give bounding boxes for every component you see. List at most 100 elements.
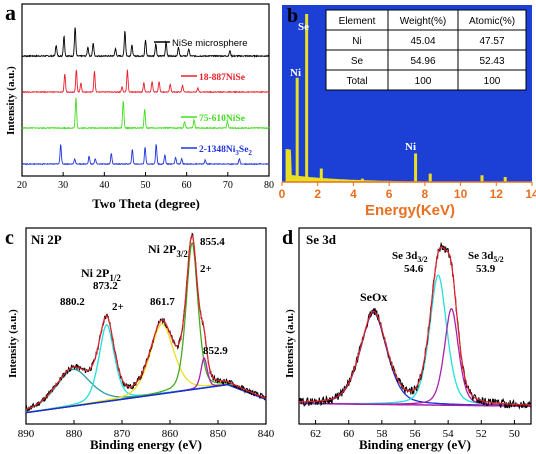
- fit-envelope-line: [299, 246, 531, 406]
- annotation-855: 855.4: [200, 236, 225, 248]
- x-tick-label: 40: [99, 180, 109, 191]
- x-tick-label: 52: [476, 428, 487, 440]
- x-axis-ticks-c: 890 880 870 860 850 840: [18, 420, 275, 440]
- table-cell: 54.96: [410, 56, 435, 67]
- legend-label-75-610nise: 75-610NiSe: [199, 114, 245, 124]
- panel-a: a 20 30 40 50 60 70 80 NiSe microsphere 18-887…: [5, 0, 274, 211]
- raw-data-line: [298, 241, 532, 410]
- annotation-539: 53.9: [476, 263, 496, 275]
- x-axis-ticks-d: 62 60 58 56 54 52 50: [310, 420, 520, 440]
- annotation-ni2p12: Ni 2P1/2: [81, 266, 121, 283]
- panel-d: d Se 3d SeOx Se 3d3/2 54.6 Se 3d5/2 53.9…: [282, 227, 532, 452]
- x-tick-label: 0: [279, 187, 286, 201]
- x-tick-label: 890: [18, 428, 35, 440]
- eds-minor-peak: [319, 168, 323, 182]
- table-cell: Total: [346, 76, 367, 87]
- se3d-traces: [298, 241, 532, 410]
- x-tick-label: 50: [141, 180, 151, 191]
- eds-peak-bar: [295, 77, 299, 182]
- annotation-861: 861.7: [150, 296, 175, 308]
- panel-letter-b: b: [287, 5, 298, 27]
- x-tick-label: 12: [490, 187, 504, 201]
- table-cell: 100: [415, 76, 432, 87]
- x-tick-label: 14: [525, 187, 536, 201]
- x-tick-label: 870: [114, 428, 131, 440]
- table-cell: 47.57: [479, 36, 504, 47]
- x-tick-label: 10: [454, 187, 468, 201]
- x-tick-label: 60: [343, 428, 355, 440]
- table-cell: 52.43: [479, 56, 504, 67]
- eds-continuum: [285, 148, 532, 182]
- fit-component-line: [25, 324, 267, 414]
- x-tick-label: 56: [410, 428, 422, 440]
- y-axis-label-c: Intensity (a.u.): [7, 309, 19, 378]
- table-cell: Ni: [352, 36, 361, 47]
- x-axis-ticks-b: 0 2 4 6 8 10 12 14: [279, 182, 536, 201]
- x-tick-label: 20: [17, 180, 27, 191]
- fit-component-line: [299, 312, 531, 407]
- x-tick-label: 4: [350, 187, 357, 201]
- x-tick-label: 80: [264, 180, 274, 191]
- annotation-873-2plus: 2+: [112, 301, 124, 313]
- xrd-series-line: [21, 97, 270, 130]
- x-tick-label: 58: [376, 428, 388, 440]
- x-axis-label-d: Binding energy (eV): [359, 437, 471, 452]
- plot-frame-c: [25, 227, 267, 425]
- legend-label-18-887nise: 18-887NiSe: [199, 73, 245, 83]
- eds-minor-peak: [360, 178, 364, 182]
- annotation-ni2p32: Ni 2P3/2: [148, 242, 188, 259]
- panel-title-d: Se 3d: [306, 232, 337, 247]
- x-tick-label: 6: [386, 187, 393, 201]
- xrd-series-line: [21, 143, 270, 166]
- fit-component-line: [299, 307, 532, 407]
- annotation-880: 880.2: [60, 296, 85, 308]
- table-header-weight: Weight(%): [400, 16, 447, 27]
- x-tick-label: 850: [210, 428, 227, 440]
- legend-label-ni3se2: 2-1348Ni3Se2: [199, 145, 252, 157]
- panel-letter-a: a: [5, 0, 16, 25]
- peak-label-ni-1: Ni: [290, 67, 301, 79]
- ni2p-traces: [25, 232, 267, 414]
- xrd-series-line: [21, 27, 270, 58]
- annotation-873: 873.2: [93, 280, 118, 292]
- background-line: [299, 402, 531, 407]
- eds-minor-peak: [480, 175, 484, 182]
- eds-peak-bar: [414, 153, 418, 182]
- x-tick-label: 70: [223, 180, 233, 191]
- xrd-traces: [21, 27, 270, 166]
- x-tick-label: 860: [162, 428, 179, 440]
- annotation-855-2plus: 2+: [200, 263, 212, 275]
- x-tick-label: 8: [422, 187, 429, 201]
- peak-label-se: Se: [298, 21, 309, 33]
- eds-peaks: [285, 14, 532, 182]
- x-tick-label: 54: [443, 428, 455, 440]
- x-tick-label: 62: [310, 428, 321, 440]
- legend-label-nise-microsphere: NiSe microsphere: [172, 38, 248, 49]
- table-cell: Se: [351, 56, 364, 67]
- background-line: [25, 383, 267, 414]
- annotation-852: 852.9: [203, 345, 228, 357]
- x-tick-label: 60: [182, 180, 192, 191]
- y-axis-label-d: Intensity (a.u.): [284, 309, 296, 378]
- x-axis-label-a: Two Theta (degree): [92, 196, 200, 211]
- panel-letter-c: c: [5, 227, 14, 249]
- x-tick-label: 2: [314, 187, 321, 201]
- x-tick-label: 880: [66, 428, 83, 440]
- panel-b: b Ni Se Ni Element Weight(%) Atomic(%) N…: [279, 5, 536, 219]
- table-header-element: Element: [339, 16, 376, 27]
- peak-label-ni-2: Ni: [405, 141, 416, 153]
- x-tick-label: 30: [58, 180, 68, 191]
- panel-letter-d: d: [282, 227, 293, 249]
- table-header-atomic: Atomic(%): [469, 16, 515, 27]
- panel-title-c: Ni 2P: [31, 232, 62, 247]
- fit-component-line: [25, 323, 267, 414]
- table-cell: 100: [484, 76, 501, 87]
- annotation-546: 54.6: [404, 263, 424, 275]
- x-tick-label: 50: [509, 428, 521, 440]
- x-axis-label-b: Energy(KeV): [365, 202, 455, 219]
- panel-c: c Ni 2P Ni 2P1/2 873.2 2+ 880.2 Ni 2P3/2…: [5, 227, 275, 452]
- eds-minor-peak: [428, 173, 432, 182]
- table-cell: 45.04: [410, 36, 435, 47]
- eds-peak-bar: [305, 14, 309, 182]
